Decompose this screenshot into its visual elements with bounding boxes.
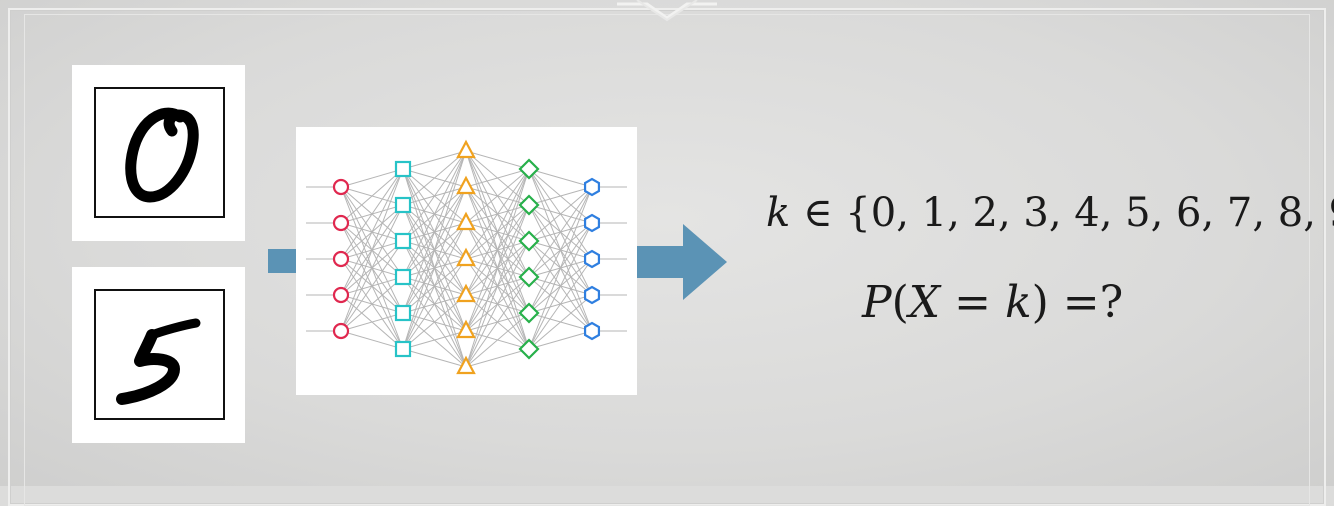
input-node — [332, 214, 350, 232]
hidden-node — [518, 338, 540, 360]
hidden-node — [456, 355, 476, 375]
digit-set: {0, 1, 2, 3, 4, 5, 6, 7, 8, 9} — [845, 190, 1334, 236]
prob-symbol: P — [862, 277, 892, 328]
connection-line — [465, 276, 530, 368]
hidden-node — [518, 194, 540, 216]
connection-line — [402, 258, 467, 350]
connection-line — [528, 168, 593, 188]
connection-line — [528, 258, 593, 350]
connection-line — [402, 330, 467, 350]
connection-line — [340, 168, 404, 332]
hidden-node — [394, 160, 412, 178]
connection-line — [402, 150, 467, 314]
connection-line — [528, 186, 593, 242]
open-paren: ( — [891, 277, 909, 328]
neural-network-diagram — [296, 127, 637, 395]
connection-line — [402, 150, 467, 170]
member-of-symbol: ∈ — [790, 190, 846, 236]
connection-line — [528, 186, 593, 314]
digit-frame — [94, 87, 225, 218]
input-node — [332, 178, 350, 196]
connection-line — [402, 150, 467, 278]
input-arrow-icon — [268, 249, 296, 273]
output-node — [583, 177, 601, 197]
hidden-node — [394, 340, 412, 358]
connection-line — [340, 168, 404, 296]
connection-line — [465, 240, 530, 368]
input-node — [332, 250, 350, 268]
handwritten-zero-icon — [125, 107, 199, 203]
connection-line — [340, 168, 404, 188]
connection-line — [465, 150, 530, 170]
output-node — [583, 213, 601, 233]
hidden-node — [518, 302, 540, 324]
question-tail: =? — [1048, 277, 1124, 328]
connection-line — [402, 150, 467, 242]
hidden-node — [518, 230, 540, 252]
connection-line — [340, 276, 404, 332]
hidden-node — [394, 304, 412, 322]
ornament-icon — [617, 0, 717, 22]
hidden-node — [518, 158, 540, 180]
connection-line — [465, 204, 530, 368]
connection-line — [465, 168, 530, 296]
close-paren: ) — [1031, 277, 1049, 328]
connection-line — [465, 168, 530, 260]
connection-line — [340, 168, 404, 260]
connection-line — [340, 240, 404, 332]
connection-line — [465, 348, 530, 368]
connection-line — [465, 168, 530, 332]
output-node — [583, 321, 601, 341]
hidden-node — [456, 283, 476, 303]
hidden-node — [394, 268, 412, 286]
variable-k: k — [1004, 277, 1032, 328]
variable-x: X — [908, 277, 941, 328]
neural-network-graph — [306, 139, 627, 375]
connection-line — [528, 222, 593, 350]
connection-line — [402, 150, 467, 350]
hidden-node — [456, 319, 476, 339]
connection-line — [528, 294, 593, 350]
connection-line — [528, 186, 593, 350]
output-arrow-icon — [637, 224, 727, 300]
input-node — [332, 322, 350, 340]
connection-line — [465, 168, 530, 188]
connection-line — [465, 168, 530, 224]
connection-line — [465, 168, 530, 368]
connection-line — [402, 186, 467, 350]
connection-line — [340, 330, 404, 350]
connection-line — [340, 312, 404, 332]
hidden-node — [394, 232, 412, 250]
output-node — [583, 285, 601, 305]
connection-line — [465, 312, 530, 368]
handwritten-five-icon — [116, 318, 201, 405]
hidden-node — [456, 175, 476, 195]
input-node — [332, 286, 350, 304]
connection-line — [340, 168, 404, 224]
digit-set-formula: k ∈ {0, 1, 2, 3, 4, 5, 6, 7, 8, 9} — [766, 190, 1334, 236]
connection-line — [402, 294, 467, 350]
connection-line — [402, 150, 467, 206]
hidden-node — [518, 266, 540, 288]
digit-image-zero — [72, 65, 245, 241]
connection-line — [340, 204, 404, 332]
digit-image-five — [72, 267, 245, 443]
connection-line — [402, 222, 467, 350]
hidden-node — [456, 247, 476, 267]
digit-frame — [94, 289, 225, 420]
connection-line — [528, 330, 593, 350]
equals-sign: = — [940, 277, 1005, 328]
connection-line — [528, 186, 593, 278]
connection-line — [402, 348, 467, 368]
hidden-node — [456, 139, 476, 159]
probability-formula: P(X = k) =? — [862, 277, 1123, 328]
variable-k: k — [766, 190, 791, 236]
hidden-node — [456, 211, 476, 231]
connection-line — [528, 186, 593, 206]
output-node — [583, 249, 601, 269]
hidden-node — [394, 196, 412, 214]
